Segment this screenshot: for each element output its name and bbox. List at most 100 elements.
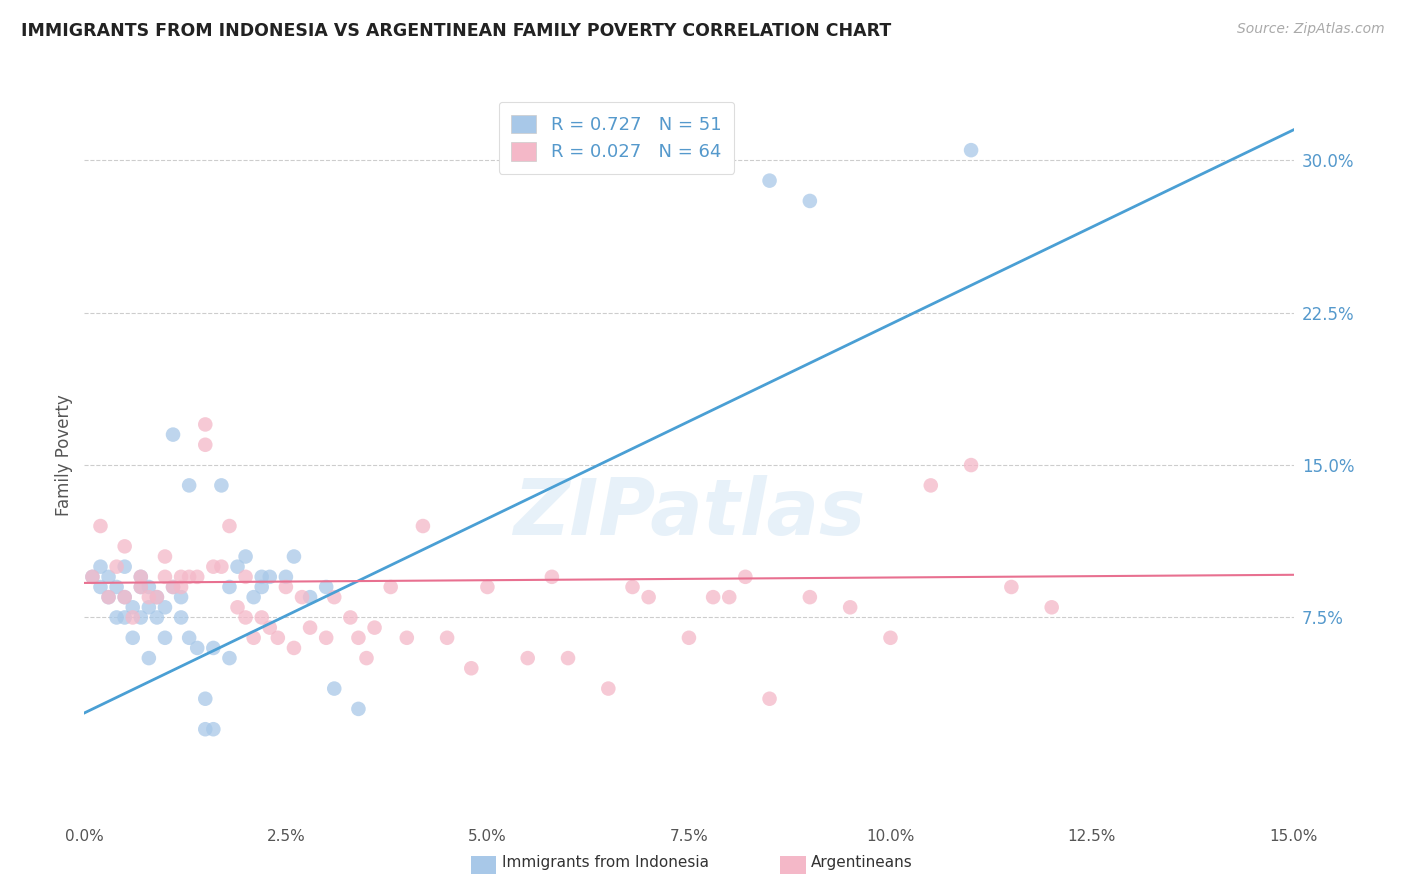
Point <box>89 580 111 594</box>
Point <box>146 590 169 604</box>
Point <box>879 631 901 645</box>
Point <box>323 681 346 696</box>
Point <box>339 610 361 624</box>
Point <box>274 570 297 584</box>
Point <box>179 631 201 645</box>
Text: Argentineans: Argentineans <box>811 855 912 870</box>
Point <box>114 590 136 604</box>
Point <box>226 600 249 615</box>
Point <box>557 651 579 665</box>
Point <box>105 580 128 594</box>
Point <box>138 600 160 615</box>
Point <box>356 651 378 665</box>
Point <box>89 559 111 574</box>
Point <box>129 610 152 624</box>
Point <box>283 640 305 655</box>
Point <box>170 610 193 624</box>
Point <box>121 610 143 624</box>
Point <box>242 590 264 604</box>
Point <box>194 691 217 706</box>
Point <box>121 600 143 615</box>
Point <box>436 631 458 645</box>
Point <box>138 651 160 665</box>
Point <box>105 610 128 624</box>
Text: ZIPatlas: ZIPatlas <box>513 475 865 551</box>
Point <box>186 640 208 655</box>
Point <box>477 580 499 594</box>
Point <box>82 570 104 584</box>
Point <box>129 570 152 584</box>
Point <box>235 610 257 624</box>
Point <box>799 194 821 208</box>
Point <box>138 580 160 594</box>
Point <box>121 631 143 645</box>
Text: Source: ZipAtlas.com: Source: ZipAtlas.com <box>1237 22 1385 37</box>
Point <box>235 570 257 584</box>
Point <box>170 580 193 594</box>
Point <box>380 580 402 594</box>
Point <box>129 580 152 594</box>
Point <box>250 610 273 624</box>
Point <box>516 651 538 665</box>
Point <box>242 631 264 645</box>
Point <box>209 559 232 574</box>
Point <box>758 174 780 188</box>
Point <box>734 570 756 584</box>
Point <box>97 570 120 584</box>
Point <box>170 590 193 604</box>
Point <box>291 590 314 604</box>
Point <box>460 661 482 675</box>
Point <box>114 590 136 604</box>
Text: IMMIGRANTS FROM INDONESIA VS ARGENTINEAN FAMILY POVERTY CORRELATION CHART: IMMIGRANTS FROM INDONESIA VS ARGENTINEAN… <box>21 22 891 40</box>
Point <box>299 590 322 604</box>
Point <box>153 600 176 615</box>
Point <box>637 590 659 604</box>
Point <box>299 621 322 635</box>
Point <box>105 559 128 574</box>
Point <box>153 631 176 645</box>
Point <box>598 681 620 696</box>
Point <box>179 478 201 492</box>
Point <box>82 570 104 584</box>
Point <box>186 570 208 584</box>
Point <box>162 580 184 594</box>
Point <box>97 590 120 604</box>
Point <box>541 570 564 584</box>
Point <box>202 559 225 574</box>
Point <box>146 610 169 624</box>
Point <box>274 580 297 594</box>
Point <box>218 580 240 594</box>
Point <box>138 590 160 604</box>
Point <box>218 519 240 533</box>
Text: Immigrants from Indonesia: Immigrants from Indonesia <box>502 855 709 870</box>
Point <box>194 417 217 432</box>
Point <box>1040 600 1063 615</box>
Point <box>114 559 136 574</box>
Point <box>758 691 780 706</box>
Point <box>153 570 176 584</box>
Point <box>799 590 821 604</box>
Point <box>250 580 273 594</box>
Point <box>267 631 290 645</box>
Point <box>1000 580 1022 594</box>
Legend: R = 0.727   N = 51, R = 0.027   N = 64: R = 0.727 N = 51, R = 0.027 N = 64 <box>499 102 734 174</box>
Point <box>194 438 217 452</box>
Point <box>259 570 281 584</box>
Point <box>960 143 983 157</box>
Point <box>170 570 193 584</box>
Y-axis label: Family Poverty: Family Poverty <box>55 394 73 516</box>
Point <box>153 549 176 564</box>
Point <box>202 723 225 737</box>
Point <box>702 590 724 604</box>
Point <box>226 559 249 574</box>
Point <box>235 549 257 564</box>
Point <box>678 631 700 645</box>
Point <box>718 590 741 604</box>
Point <box>621 580 644 594</box>
Point <box>283 549 305 564</box>
Point <box>412 519 434 533</box>
Point <box>194 723 217 737</box>
Point <box>162 427 184 442</box>
Point <box>114 610 136 624</box>
Point <box>162 580 184 594</box>
